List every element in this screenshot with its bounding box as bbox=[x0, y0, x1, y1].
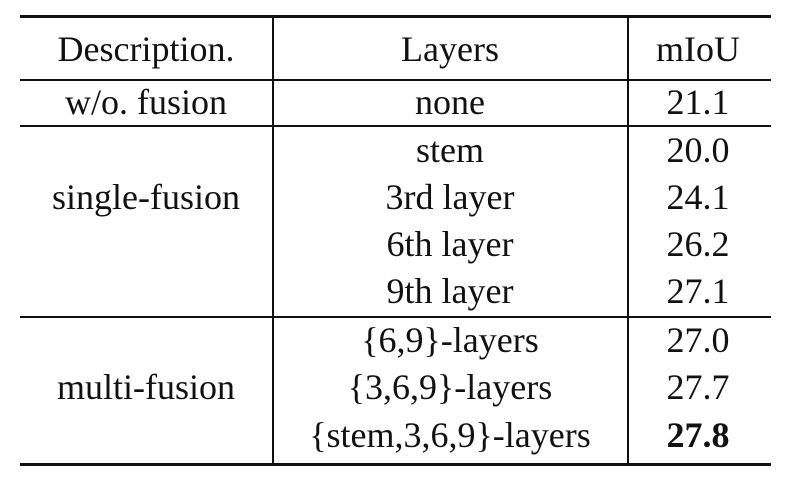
header-miou: mIoU bbox=[656, 29, 740, 69]
layers-cell: {6,9}-layers bbox=[361, 320, 539, 360]
layers-cell: 3rd layer bbox=[385, 177, 515, 217]
miou-cell: 20.0 bbox=[666, 130, 730, 170]
group-description: multi-fusion bbox=[57, 367, 235, 407]
miou-cell: 27.7 bbox=[666, 367, 730, 407]
header-rule bbox=[20, 79, 771, 81]
header-layers: Layers bbox=[401, 29, 499, 69]
layers-cell: none bbox=[415, 82, 485, 122]
miou-cell: 27.0 bbox=[666, 320, 730, 360]
miou-cell: 24.1 bbox=[666, 177, 730, 217]
layers-cell: stem bbox=[416, 130, 484, 170]
miou-cell: 26.2 bbox=[666, 224, 730, 264]
group-description: single-fusion bbox=[52, 177, 240, 217]
miou-cell-best: 27.8 bbox=[666, 415, 730, 455]
group-separator-rule bbox=[20, 125, 771, 127]
column-divider bbox=[627, 18, 629, 463]
group-description: w/o. fusion bbox=[65, 82, 227, 122]
group-separator-rule bbox=[20, 316, 771, 318]
header-description: Description. bbox=[57, 29, 235, 69]
layers-cell: 9th layer bbox=[386, 271, 514, 311]
bottom-rule bbox=[20, 463, 771, 466]
miou-cell: 21.1 bbox=[666, 82, 730, 122]
top-rule bbox=[20, 15, 771, 18]
column-divider bbox=[272, 18, 274, 463]
layers-cell: 6th layer bbox=[386, 224, 514, 264]
layers-cell: {stem,3,6,9}-layers bbox=[309, 415, 591, 455]
layers-cell: {3,6,9}-layers bbox=[347, 367, 553, 407]
miou-cell: 27.1 bbox=[666, 271, 730, 311]
